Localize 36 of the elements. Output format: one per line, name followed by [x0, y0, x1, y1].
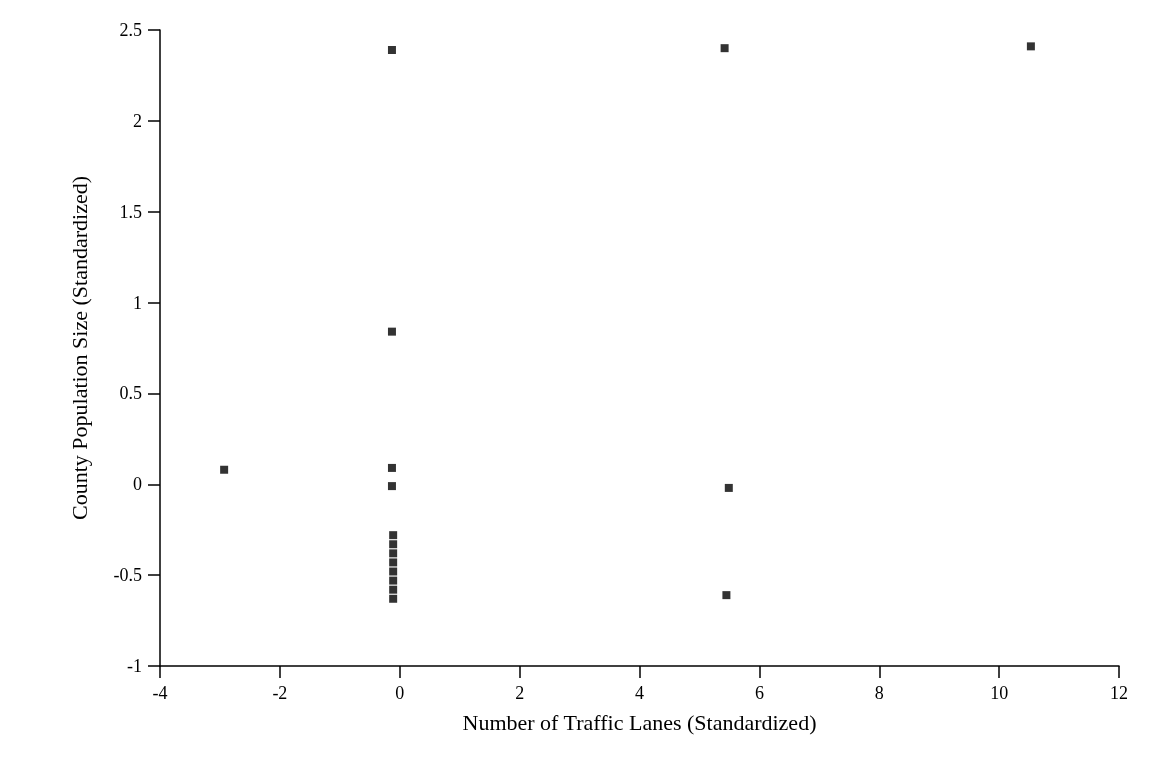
y-tick-label: 0	[133, 474, 142, 495]
point	[389, 558, 398, 567]
x-tick-label: 0	[395, 683, 405, 703]
y-axis-title: County Population Size (Standardized)	[66, 176, 92, 520]
x-tick-label: -2	[272, 683, 288, 703]
point	[387, 327, 396, 336]
x-tick-label: 12	[1110, 683, 1128, 703]
point	[389, 594, 398, 603]
x-tick-label: -4	[152, 683, 168, 703]
y-tick-label: 2.5	[119, 20, 142, 40]
x-tick-label: 2	[515, 683, 525, 703]
y-tick-label: -0.5	[113, 565, 142, 586]
point	[1026, 42, 1035, 51]
point	[387, 463, 396, 472]
point	[387, 482, 396, 491]
point	[389, 531, 398, 540]
point	[389, 585, 398, 594]
point	[724, 483, 733, 492]
point	[722, 591, 731, 600]
point	[387, 45, 396, 54]
y-tick-label: 2	[133, 110, 142, 131]
x-tick-label: 6	[754, 683, 764, 703]
y-tick-label: -1	[127, 656, 142, 676]
point	[389, 576, 398, 585]
y-tick-label: 1	[133, 292, 142, 313]
x-tick-label: 4	[635, 683, 644, 703]
x-axis-title: Number of Traffic Lanes (Standardized)	[462, 709, 817, 735]
point	[389, 549, 398, 558]
y-tick-label: 0.5	[119, 383, 142, 404]
point	[220, 465, 229, 474]
point	[720, 44, 729, 53]
y-tick-label: 1.5	[119, 201, 142, 222]
point	[389, 567, 398, 576]
x-tick-label: 10	[990, 683, 1009, 703]
x-tick-label: 8	[874, 683, 884, 703]
point	[389, 540, 398, 549]
